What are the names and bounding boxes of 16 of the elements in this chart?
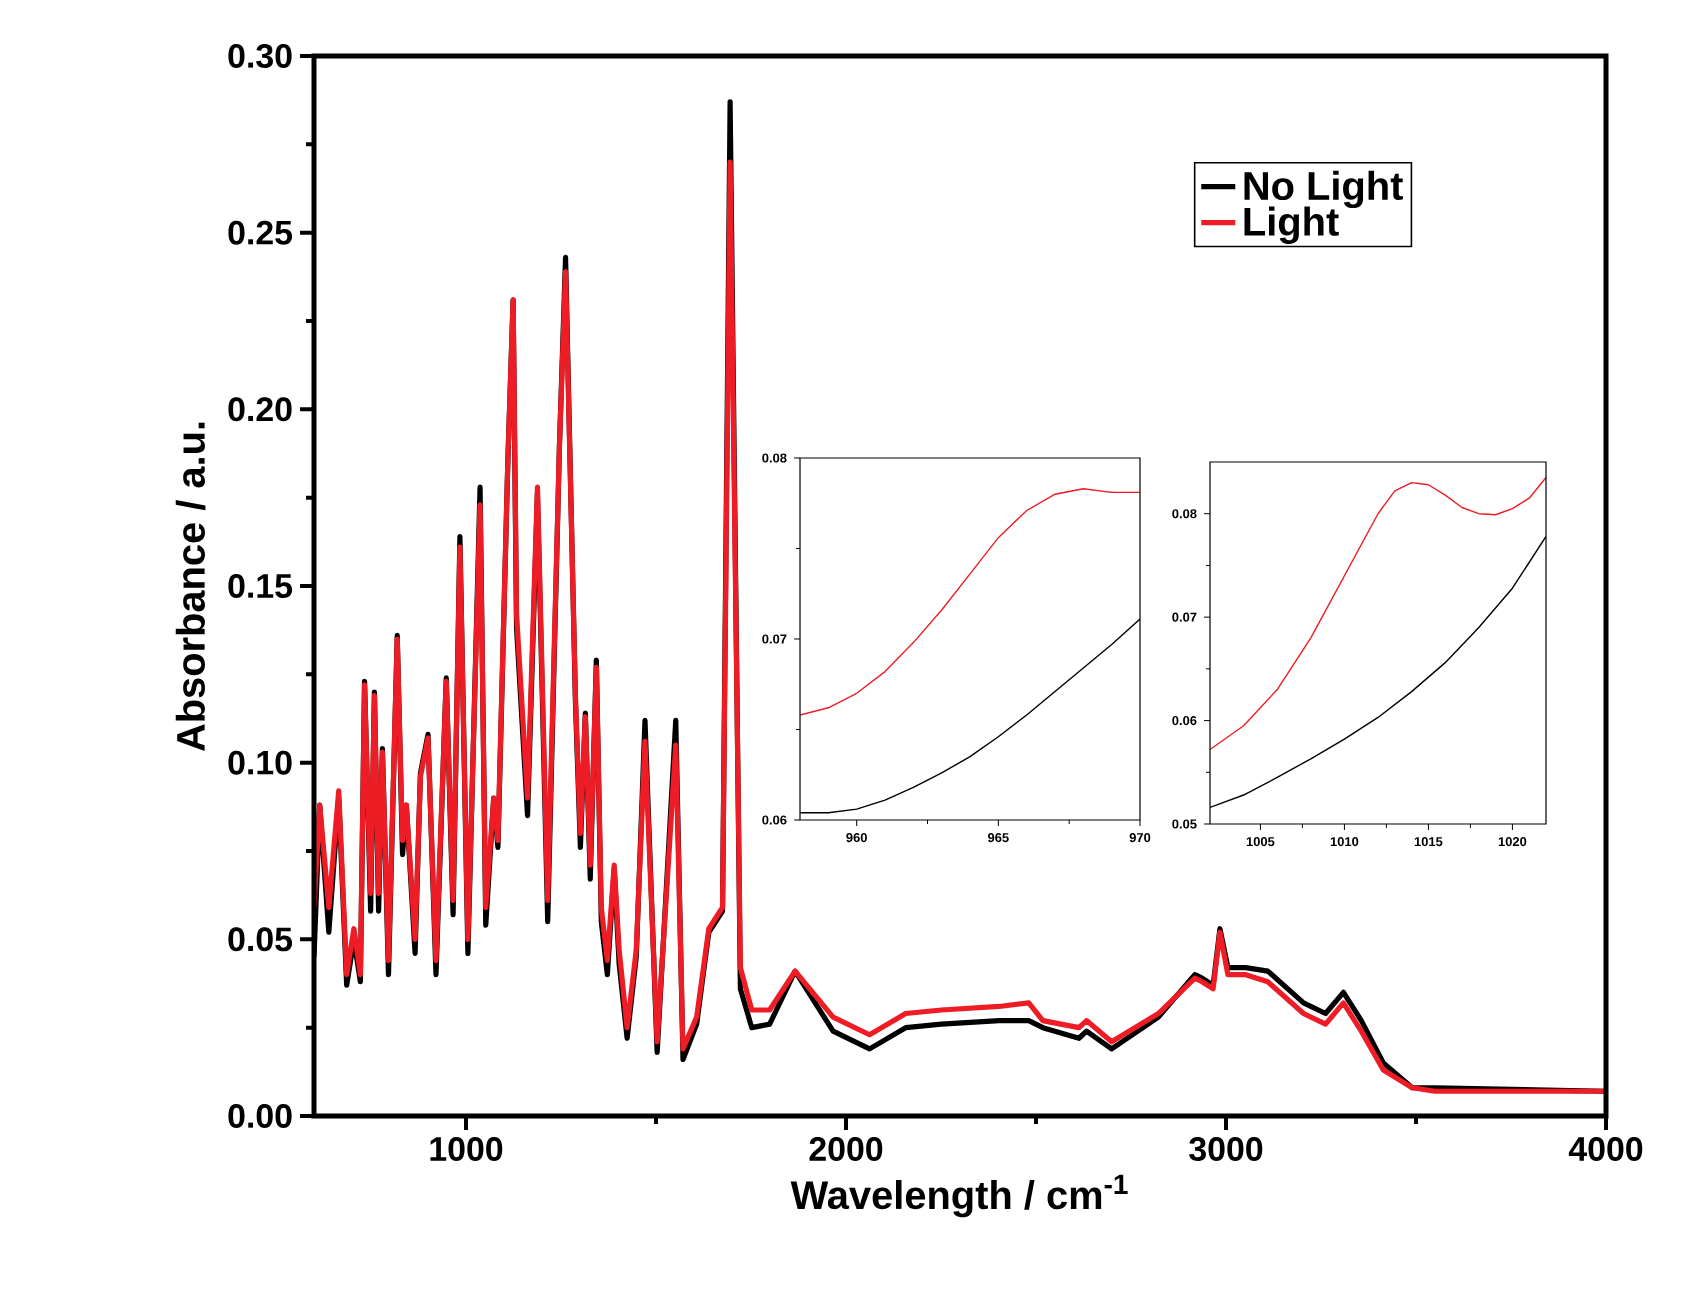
legend-label: No Light	[1244, 170, 1403, 209]
x-tick-label: 2000	[809, 1136, 883, 1161]
y-tick-label: 0.10	[228, 750, 292, 775]
line-series	[800, 488, 1141, 716]
x-tick-label: 3000	[1189, 1136, 1263, 1162]
y-tick-label: 0.30	[228, 43, 292, 68]
y-tick-label: 0.20	[228, 397, 292, 422]
x-tick-label: 1000	[430, 1136, 503, 1161]
y-tick-label: 0.05	[228, 927, 293, 952]
y-axis-title: Absorbance / a.u.	[175, 422, 206, 752]
legend-label: Light	[1244, 206, 1339, 244]
y-tick-label: 0.15	[228, 574, 293, 598]
y-tick-label: 0.25	[228, 220, 293, 245]
x-tick-label: 4000	[1568, 1136, 1643, 1161]
x-axis-title: Wavelength / cm$^{-1}$	[790, 1174, 1128, 1218]
y-tick-label: 0.00	[228, 1104, 292, 1128]
